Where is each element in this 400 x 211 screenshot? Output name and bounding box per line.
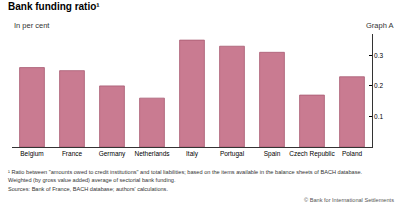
svg-text:Sources: Bank of France, BACH: Sources: Bank of France, BACH database; … — [8, 186, 168, 192]
svg-text:Graph A: Graph A — [366, 21, 394, 30]
svg-text:0.1: 0.1 — [374, 113, 383, 120]
svg-text:© Bank for International Settl: © Bank for International Settlements — [304, 197, 394, 203]
svg-text:Portugal: Portugal — [220, 150, 245, 158]
svg-text:Italy: Italy — [186, 150, 199, 158]
svg-text:France: France — [62, 150, 83, 157]
svg-text:Poland: Poland — [342, 150, 363, 157]
svg-text:Weighted (by gross value added: Weighted (by gross value added) average … — [8, 177, 176, 183]
svg-text:In per cent: In per cent — [14, 21, 50, 30]
svg-text:Czech Republic: Czech Republic — [289, 150, 335, 158]
svg-text:0.3: 0.3 — [374, 52, 383, 59]
svg-text:Germany: Germany — [99, 150, 126, 158]
svg-text:0.2: 0.2 — [374, 82, 383, 89]
svg-text:Bank funding ratio¹: Bank funding ratio¹ — [8, 1, 100, 12]
svg-text:Belgium: Belgium — [20, 150, 43, 158]
svg-text:Spain: Spain — [264, 150, 281, 158]
svg-text:Netherlands: Netherlands — [134, 150, 170, 157]
svg-text:¹ Ratio between "amounts owed: ¹ Ratio between "amounts owed to credit … — [8, 169, 363, 175]
